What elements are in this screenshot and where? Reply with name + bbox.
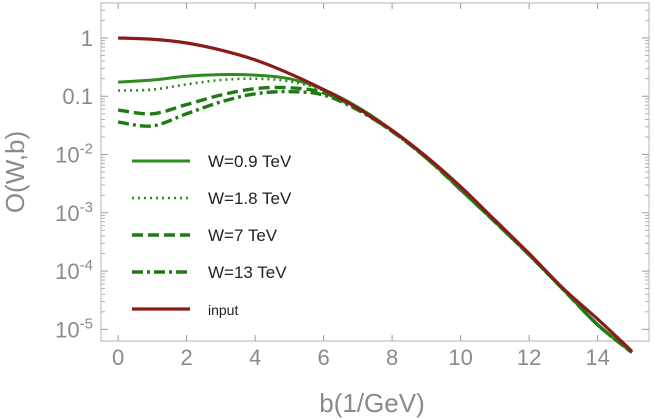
y-tick-label: 1 — [81, 26, 93, 51]
x-tick-label: 8 — [386, 345, 398, 370]
x-axis-title: b(1/GeV) — [319, 388, 425, 418]
y-axis-title: O(W,b) — [0, 131, 30, 213]
series-layer — [117, 36, 633, 354]
x-tick-label: 12 — [517, 345, 541, 370]
series-line-input — [118, 36, 633, 353]
legend-label-w-1-8-tev: W=1.8 TeV — [208, 189, 292, 208]
y-tick-label: 10-3 — [55, 199, 93, 226]
y-tick-exponent: -4 — [80, 257, 93, 274]
x-tick-label: 10 — [448, 345, 472, 370]
y-tick-mantissa: 10 — [55, 259, 79, 284]
y-tick-label: 10-5 — [55, 315, 93, 342]
x-tick-label: 2 — [181, 345, 193, 370]
x-tick-label: 4 — [249, 345, 261, 370]
x-tick-label: 0 — [112, 345, 124, 370]
y-tick-label: 0.1 — [62, 84, 93, 109]
x-tick-label: 6 — [318, 345, 330, 370]
y-tick-label: 10-4 — [55, 257, 93, 284]
y-tick-mantissa: 10 — [55, 201, 79, 226]
legend-label-w-7-tev: W=7 TeV — [208, 226, 278, 245]
legend-label-input: input — [208, 302, 238, 318]
y-tick-mantissa: 10 — [55, 317, 79, 342]
legend: W=0.9 TeV W=1.8 TeV W=7 TeV W=13 TeV input — [132, 152, 292, 318]
x-axis-ticks: 0 2 4 6 8 10 12 14 — [112, 3, 610, 370]
y-tick-exponent: -5 — [80, 315, 93, 332]
y-tick-exponent: -3 — [80, 199, 93, 216]
y-tick-mantissa: 10 — [55, 143, 79, 168]
legend-label-w-0-9-tev: W=0.9 TeV — [208, 152, 292, 171]
y-tick-label: 10-2 — [55, 141, 93, 168]
y-axis-ticks: 10.110-210-310-410-5 — [55, 9, 649, 342]
legend-label-w-13-tev: W=13 TeV — [208, 263, 287, 282]
y-tick-exponent: -2 — [80, 141, 93, 158]
x-tick-label: 14 — [585, 345, 609, 370]
